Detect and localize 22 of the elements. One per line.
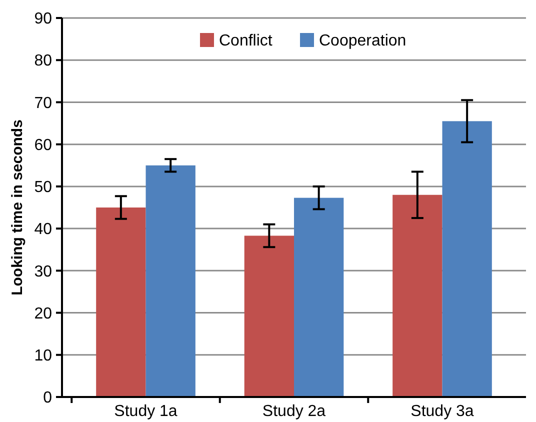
x-tick-label: Study 1a xyxy=(114,403,178,420)
legend-label: Cooperation xyxy=(319,32,406,50)
x-tick-label: Study 2a xyxy=(262,403,326,420)
bar xyxy=(244,236,294,397)
y-tick-label: 70 xyxy=(34,94,52,112)
y-tick-label: 20 xyxy=(34,305,52,322)
y-tick-label: 50 xyxy=(34,179,52,196)
bar xyxy=(96,208,146,397)
y-tick-label: 90 xyxy=(34,10,52,28)
bar xyxy=(146,165,196,397)
bar xyxy=(442,121,492,397)
y-tick-label: 40 xyxy=(34,221,52,238)
y-tick-label: 60 xyxy=(34,136,52,154)
y-axis-title: Looking time in seconds xyxy=(9,120,26,296)
x-tick-label: Study 3a xyxy=(410,403,474,420)
bar xyxy=(294,198,344,397)
legend-label: Conflict xyxy=(219,32,273,50)
bar xyxy=(392,194,442,397)
y-tick-label: 80 xyxy=(34,52,52,70)
y-tick-label: 30 xyxy=(34,263,52,280)
y-tick-label: 0 xyxy=(43,390,52,407)
y-tick-label: 10 xyxy=(34,347,52,364)
